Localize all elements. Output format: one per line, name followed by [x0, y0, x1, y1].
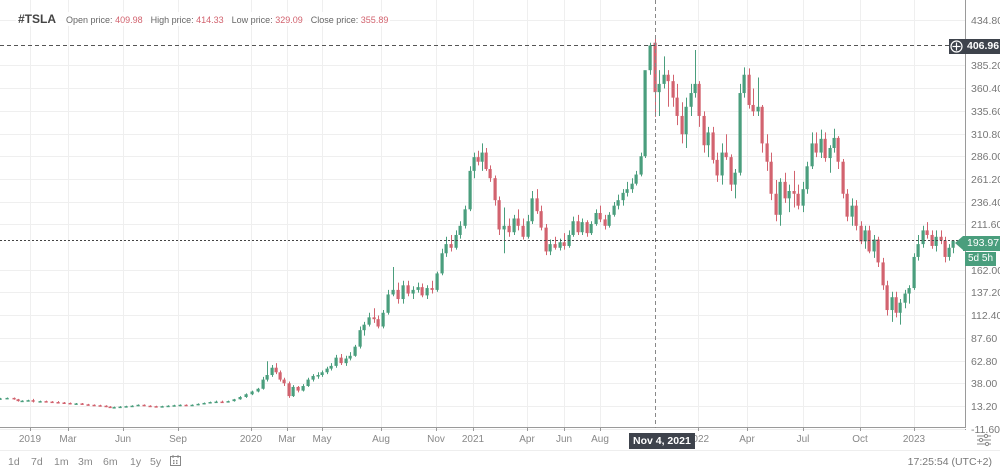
x-tick-label: Sep — [169, 434, 187, 445]
x-tick-label: Apr — [739, 434, 755, 445]
y-tick-label: 137.20 — [971, 286, 1000, 299]
x-tick-label: Apr — [519, 434, 535, 445]
close-label: Close price: — [310, 15, 359, 25]
open-value: 409.98 — [115, 15, 143, 25]
chart-footer — [0, 450, 1000, 472]
high-label: High price: — [150, 15, 194, 25]
range-button-1y[interactable]: 1y — [130, 456, 142, 468]
y-tick-label: 38.00 — [971, 377, 998, 390]
y-tick-label: 310.80 — [971, 128, 1000, 141]
range-button-5y[interactable]: 5y — [150, 456, 162, 468]
crosshair-plus-icon[interactable] — [949, 39, 964, 54]
candle-countdown-label: 5d 5h — [965, 252, 997, 266]
clock: 17:25:54 (UTC+2) — [907, 456, 992, 468]
y-tick-label: 13.20 — [971, 400, 998, 413]
y-tick-label: 261.20 — [971, 173, 1000, 186]
x-tick-label: 2020 — [239, 434, 263, 445]
y-tick-marks — [965, 20, 966, 430]
y-tick-label: 162.00 — [971, 264, 1000, 277]
candlestick-chart[interactable] — [0, 0, 966, 431]
vertical-gridlines — [30, 0, 915, 431]
y-tick-label: 112.40 — [971, 309, 1000, 322]
last-price-arrow-icon — [955, 236, 963, 250]
range-button-7d[interactable]: 7d — [31, 456, 43, 468]
low-value: 329.09 — [275, 15, 303, 25]
crosshair-date-label: Nov 4, 2021 — [629, 433, 695, 449]
y-tick-label: 236.40 — [971, 196, 1000, 209]
horizontal-gridlines — [0, 20, 965, 430]
candles — [0, 39, 955, 409]
range-button-1d[interactable]: 1d — [8, 456, 20, 468]
range-button-1m[interactable]: 1m — [54, 456, 69, 468]
x-tick-label: Aug — [372, 434, 390, 445]
x-tick-label: Mar — [59, 434, 77, 445]
ohlc-header: #TSLA Open price: 409.98 High price: 414… — [16, 12, 391, 26]
x-tick-label: May — [312, 434, 332, 445]
y-tick-label: 286.00 — [971, 150, 1000, 163]
y-tick-label: 434.80 — [971, 14, 1000, 27]
y-tick-label: 87.60 — [971, 332, 998, 345]
y-tick-label: 62.80 — [971, 355, 998, 368]
crosshair-price-label: 406.96 — [964, 39, 1000, 54]
open-label: Open price: — [66, 15, 113, 25]
x-tick-label: Oct — [852, 434, 868, 445]
range-button-3m[interactable]: 3m — [78, 456, 93, 468]
y-tick-label: 385.20 — [971, 59, 1000, 72]
low-label: Low price: — [231, 15, 273, 25]
y-tick-label: 335.60 — [971, 105, 1000, 118]
x-tick-label: 2021 — [461, 434, 485, 445]
x-tick-label: Aug — [591, 434, 609, 445]
x-tick-label: Jun — [555, 434, 573, 445]
y-tick-label: 211.60 — [971, 218, 1000, 231]
calendar-icon[interactable] — [170, 455, 181, 466]
y-tick-label: -11.60 — [971, 423, 1000, 436]
symbol: #TSLA — [18, 12, 57, 26]
x-tick-label: 2019 — [18, 434, 42, 445]
x-tick-label: Mar — [278, 434, 296, 445]
high-value: 414.33 — [196, 15, 224, 25]
x-tick-label: 2023 — [902, 434, 926, 445]
x-tick-label: Jun — [114, 434, 132, 445]
x-tick-label: 2022 — [686, 434, 710, 445]
last-price-label: 193.97 — [963, 236, 1000, 251]
close-value: 355.89 — [360, 15, 389, 25]
chart-settings-icon[interactable] — [976, 433, 992, 447]
x-tick-label: Nov — [427, 434, 445, 445]
x-tick-label: Jul — [796, 434, 810, 445]
range-button-6m[interactable]: 6m — [103, 456, 118, 468]
y-tick-label: 360.40 — [971, 82, 1000, 95]
